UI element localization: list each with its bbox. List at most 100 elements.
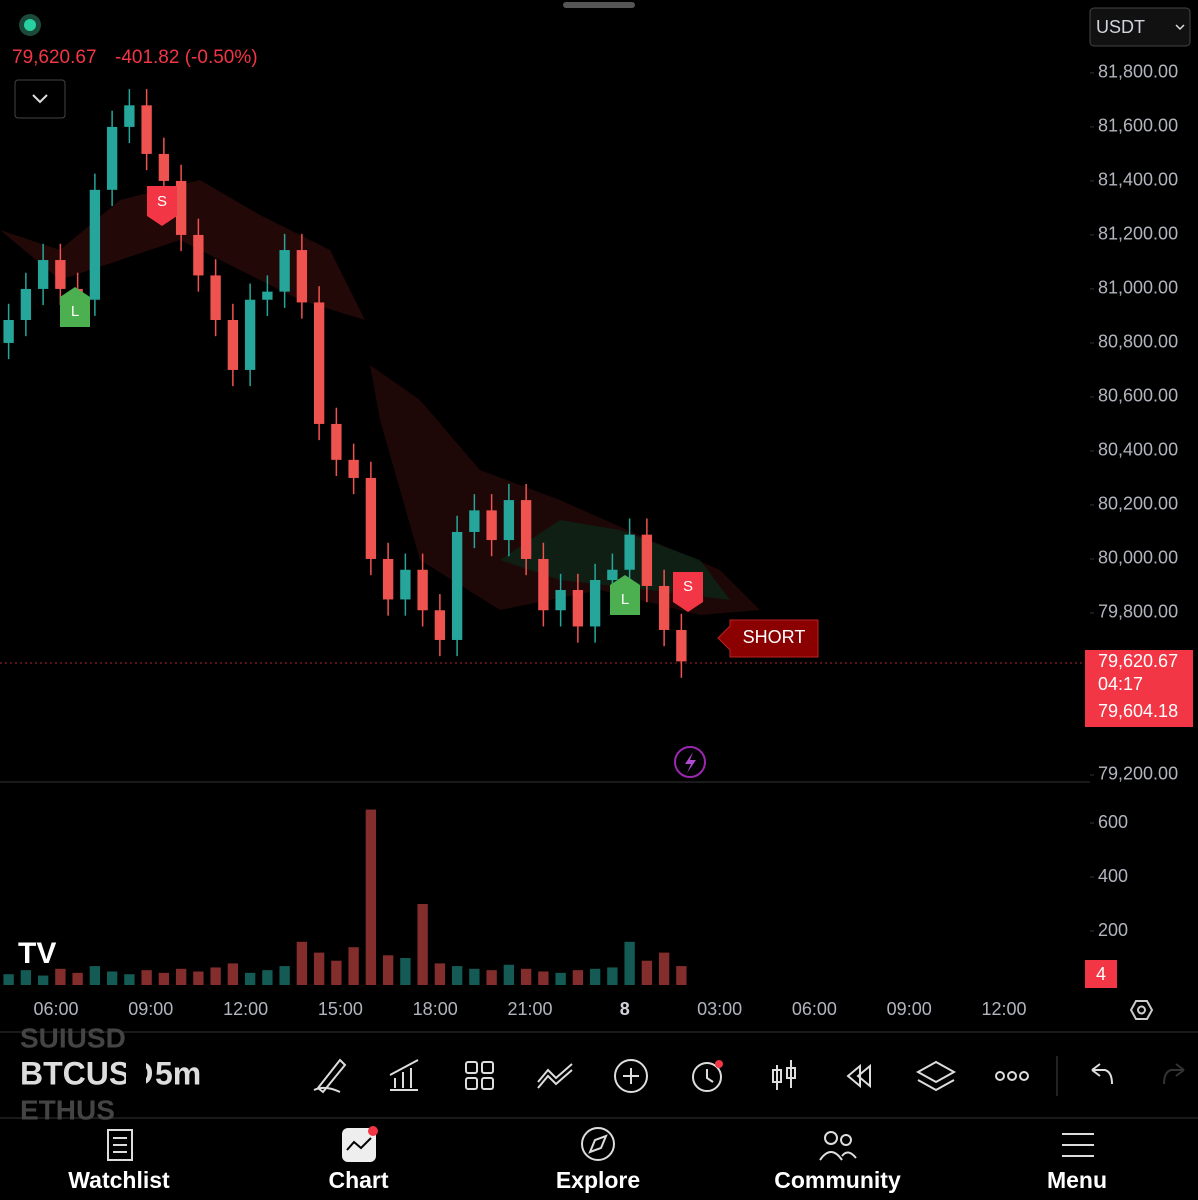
candle-body — [244, 299, 256, 370]
candle-body — [124, 105, 135, 127]
y-tick-label: 81,800.00 — [1098, 62, 1178, 82]
x-tick-label: 12:00 — [981, 999, 1026, 1019]
candle-body — [89, 189, 101, 300]
volume-bar — [227, 963, 239, 985]
volume-bar — [417, 904, 428, 985]
layout-icon — [481, 1077, 494, 1090]
nav-icons — [107, 1127, 1094, 1161]
candle-body — [296, 250, 308, 303]
indicators-icon[interactable] — [389, 1059, 419, 1091]
candle-body — [451, 531, 463, 640]
price-badge — [1085, 650, 1193, 727]
candle-body — [607, 569, 618, 581]
volume-tick-label: 200 — [1098, 920, 1128, 940]
candle-body — [55, 260, 66, 289]
x-tick-label: 21:00 — [507, 999, 552, 1019]
community-icon — [819, 1151, 857, 1161]
volume-bar — [193, 971, 204, 985]
candle-body — [572, 590, 584, 627]
candle-body — [503, 500, 515, 541]
add-icon[interactable] — [614, 1059, 648, 1093]
layers-icon[interactable] — [915, 1060, 957, 1092]
add-icon-plus — [623, 1068, 639, 1084]
volume-bar — [55, 968, 66, 985]
more-icon[interactable] — [995, 1071, 1005, 1081]
ticker-next: ETHUS — [20, 1094, 115, 1125]
y-tick-label: 81,400.00 — [1098, 170, 1178, 190]
ticker-prev: SUIUSD — [20, 1022, 126, 1053]
volume-bar — [124, 974, 135, 985]
volume-bar — [3, 974, 14, 985]
compare-icon[interactable] — [537, 1063, 573, 1089]
volume-bar — [313, 952, 325, 985]
y-tick-label: 80,000.00 — [1098, 548, 1178, 568]
badge-countdown: 04:17 — [1098, 674, 1143, 694]
y-tick-label: 79,200.00 — [1098, 764, 1178, 784]
signal-text: L — [621, 591, 629, 608]
community-icon — [824, 1131, 838, 1145]
x-tick-label: 09:00 — [887, 999, 932, 1019]
interval[interactable]: 5m — [155, 1055, 201, 1091]
chart-icon-dot — [368, 1126, 378, 1136]
rewind-icon[interactable] — [846, 1063, 871, 1089]
nav-label[interactable]: Explore — [556, 1167, 640, 1193]
candle-body — [141, 105, 152, 154]
settings-icon[interactable] — [1129, 1000, 1154, 1020]
more-icon-dot — [1019, 1071, 1029, 1081]
volume-bar — [589, 968, 601, 985]
logo: TV — [18, 937, 56, 970]
signal-text: L — [71, 303, 79, 320]
candle-body — [555, 590, 566, 611]
menu-icon — [1062, 1133, 1094, 1157]
alarm-icon[interactable] — [692, 1062, 722, 1092]
y-tick-label: 80,800.00 — [1098, 332, 1178, 352]
bar-replay-icon[interactable] — [772, 1060, 796, 1090]
volume-bar — [141, 970, 152, 985]
volume-bar — [296, 941, 308, 985]
volume-bar — [555, 972, 566, 985]
nav-label[interactable]: Community — [774, 1167, 901, 1193]
volume-bar — [279, 966, 290, 985]
candle-body — [262, 291, 273, 300]
collapse-button[interactable] — [14, 79, 66, 119]
ichimoku-cloud — [0, 180, 365, 320]
nav-label[interactable]: Chart — [328, 1167, 388, 1193]
y-tick-label: 80,400.00 — [1098, 440, 1178, 460]
layout-icon[interactable] — [465, 1061, 478, 1074]
volume-bar — [572, 970, 584, 985]
currency-select[interactable] — [1089, 7, 1191, 47]
candle-body — [331, 423, 342, 460]
community-icon — [840, 1134, 852, 1146]
alert-icon[interactable] — [674, 746, 706, 778]
x-tick-label: 8 — [620, 999, 630, 1019]
ichimoku-cloud — [500, 520, 730, 600]
volume-bar — [469, 968, 480, 985]
y-tick-label: 81,000.00 — [1098, 278, 1178, 298]
volume-bar — [175, 968, 187, 985]
candle-body — [641, 534, 653, 586]
volume-tick-label: 400 — [1098, 866, 1128, 886]
x-tick-label: 15:00 — [318, 999, 363, 1019]
nav-label[interactable]: Menu — [1047, 1167, 1107, 1193]
nav-label[interactable]: Watchlist — [68, 1167, 170, 1193]
short-label-box — [717, 619, 819, 658]
undo-icon[interactable] — [1091, 1063, 1113, 1085]
draw-icon[interactable] — [313, 1058, 347, 1094]
candle-body — [365, 477, 377, 559]
layout-icon — [481, 1061, 494, 1074]
status-dot — [24, 19, 36, 31]
volume-bar — [607, 967, 618, 985]
x-tick-label: 03:00 — [697, 999, 742, 1019]
candle-body — [158, 153, 170, 181]
volume-bar — [365, 809, 377, 985]
volume-bar — [158, 972, 170, 985]
candle-body — [348, 459, 359, 478]
volume-bar — [262, 970, 273, 985]
volume-badge — [1085, 960, 1117, 988]
volume-bar — [641, 960, 653, 985]
layout-icon — [465, 1077, 478, 1090]
volume-bar — [106, 971, 118, 985]
drag-handle[interactable] — [563, 2, 635, 8]
